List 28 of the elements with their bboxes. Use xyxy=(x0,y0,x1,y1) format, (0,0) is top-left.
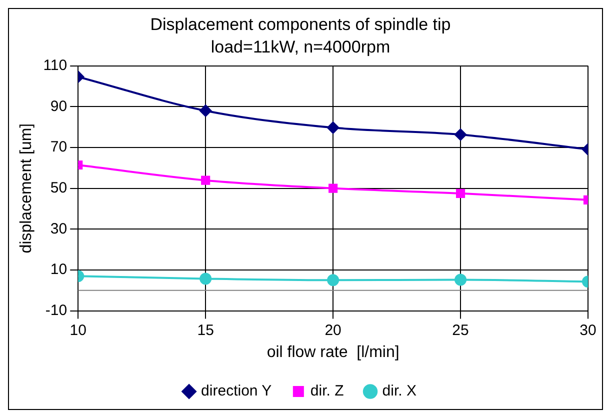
point xyxy=(200,104,212,117)
y-axis-title: displacement [um] xyxy=(18,123,36,254)
y-tick-label: 70 xyxy=(50,138,68,156)
x-tick-label: 30 xyxy=(580,322,596,339)
point xyxy=(328,184,338,193)
legend-label: dir. X xyxy=(382,382,416,400)
x-tick-label: 10 xyxy=(70,322,86,339)
point xyxy=(327,274,340,286)
y-tick-label: 110 xyxy=(43,56,68,74)
x-tick-label: 20 xyxy=(324,322,342,339)
legend-label: dir. Z xyxy=(310,382,344,400)
point xyxy=(201,176,210,185)
chart-subtitle: load=11kW, n=4000rpm xyxy=(210,37,390,56)
y-tick-label: 90 xyxy=(50,98,68,115)
y-tick-label: 30 xyxy=(50,220,68,238)
y-tick-label: 10 xyxy=(50,261,68,278)
x-tick-label: 15 xyxy=(197,322,214,339)
point xyxy=(454,274,467,286)
y-tick-label: -10 xyxy=(45,302,68,319)
chart-title: Displacement components of spindle tip xyxy=(150,14,451,34)
x-axis-title: oil flow rate [l/min] xyxy=(266,344,400,361)
x-tick-label: 25 xyxy=(452,322,469,339)
point xyxy=(454,128,467,141)
point xyxy=(327,122,340,134)
point xyxy=(200,272,212,285)
y-tick-label: 50 xyxy=(50,179,68,196)
point xyxy=(456,188,466,198)
legend-label: direction Y xyxy=(201,382,272,400)
